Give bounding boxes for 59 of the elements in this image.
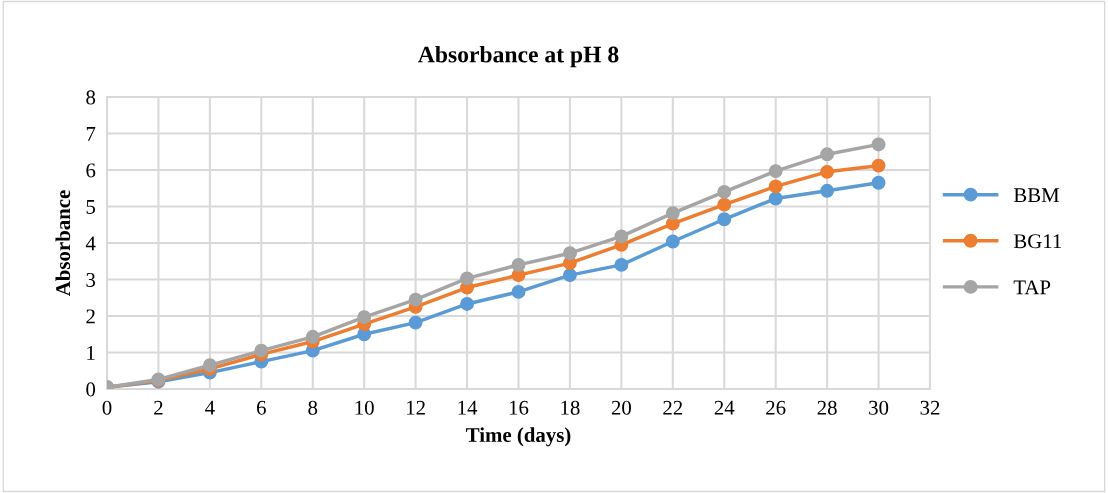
x-tick-label: 28 <box>817 400 837 415</box>
point <box>511 257 526 272</box>
point <box>254 343 269 358</box>
point <box>871 175 886 190</box>
point <box>717 197 732 212</box>
x-tick-label: 6 <box>257 400 266 415</box>
y-tick-label: 2 <box>86 309 95 324</box>
x-tick-label: 22 <box>663 400 683 415</box>
point <box>614 257 629 272</box>
x-tick-label: 12 <box>407 400 425 415</box>
point <box>768 179 783 194</box>
y-axis-title: Absorbance <box>55 190 71 297</box>
x-tick-label: 4 <box>205 400 215 415</box>
point <box>357 310 372 325</box>
x-tick-label: 8 <box>308 400 318 415</box>
legend-label: TAP <box>1013 280 1051 295</box>
legend-label: BBM <box>1013 188 1060 203</box>
x-tick-label: 10 <box>355 400 374 415</box>
x-tick-label: 30 <box>869 400 889 415</box>
y-tick-label: 8 <box>86 90 96 105</box>
x-tick-label: 0 <box>102 400 112 415</box>
y-tick-label: 5 <box>86 200 96 214</box>
chart-title: Absorbance at pH 8 <box>418 45 619 68</box>
point <box>614 229 629 244</box>
x-tick-label: 14 <box>458 400 478 415</box>
point <box>408 315 423 330</box>
point <box>305 329 320 344</box>
legend-label: BG11 <box>1013 234 1062 249</box>
point <box>820 147 835 162</box>
point <box>717 212 732 227</box>
y-tick-label: 0 <box>86 382 96 397</box>
point <box>562 268 577 283</box>
point <box>562 246 577 261</box>
y-tick-label: 1 <box>87 345 95 360</box>
point <box>768 191 783 206</box>
point <box>460 297 475 311</box>
point <box>820 183 835 198</box>
point <box>717 184 732 199</box>
x-tick-label: 26 <box>766 400 786 415</box>
point <box>511 284 526 299</box>
point <box>820 164 835 179</box>
y-tick-label: 6 <box>86 163 96 178</box>
x-tick-label: 2 <box>154 400 163 415</box>
point <box>460 271 475 286</box>
x-axis-title: Time (days) <box>466 427 571 447</box>
x-tick-label: 18 <box>561 400 580 415</box>
y-tick-label: 4 <box>85 236 96 251</box>
point <box>408 292 423 307</box>
point <box>871 137 886 152</box>
x-tick-label: 24 <box>714 400 735 415</box>
point <box>871 158 886 173</box>
y-tick-label: 3 <box>86 272 96 287</box>
x-tick-label: 32 <box>920 400 940 415</box>
y-tick-label: 7 <box>86 127 96 141</box>
x-tick-label: 20 <box>611 400 631 415</box>
point <box>665 234 680 249</box>
x-tick-label: 16 <box>509 400 529 415</box>
point <box>768 164 783 179</box>
point <box>665 206 680 221</box>
